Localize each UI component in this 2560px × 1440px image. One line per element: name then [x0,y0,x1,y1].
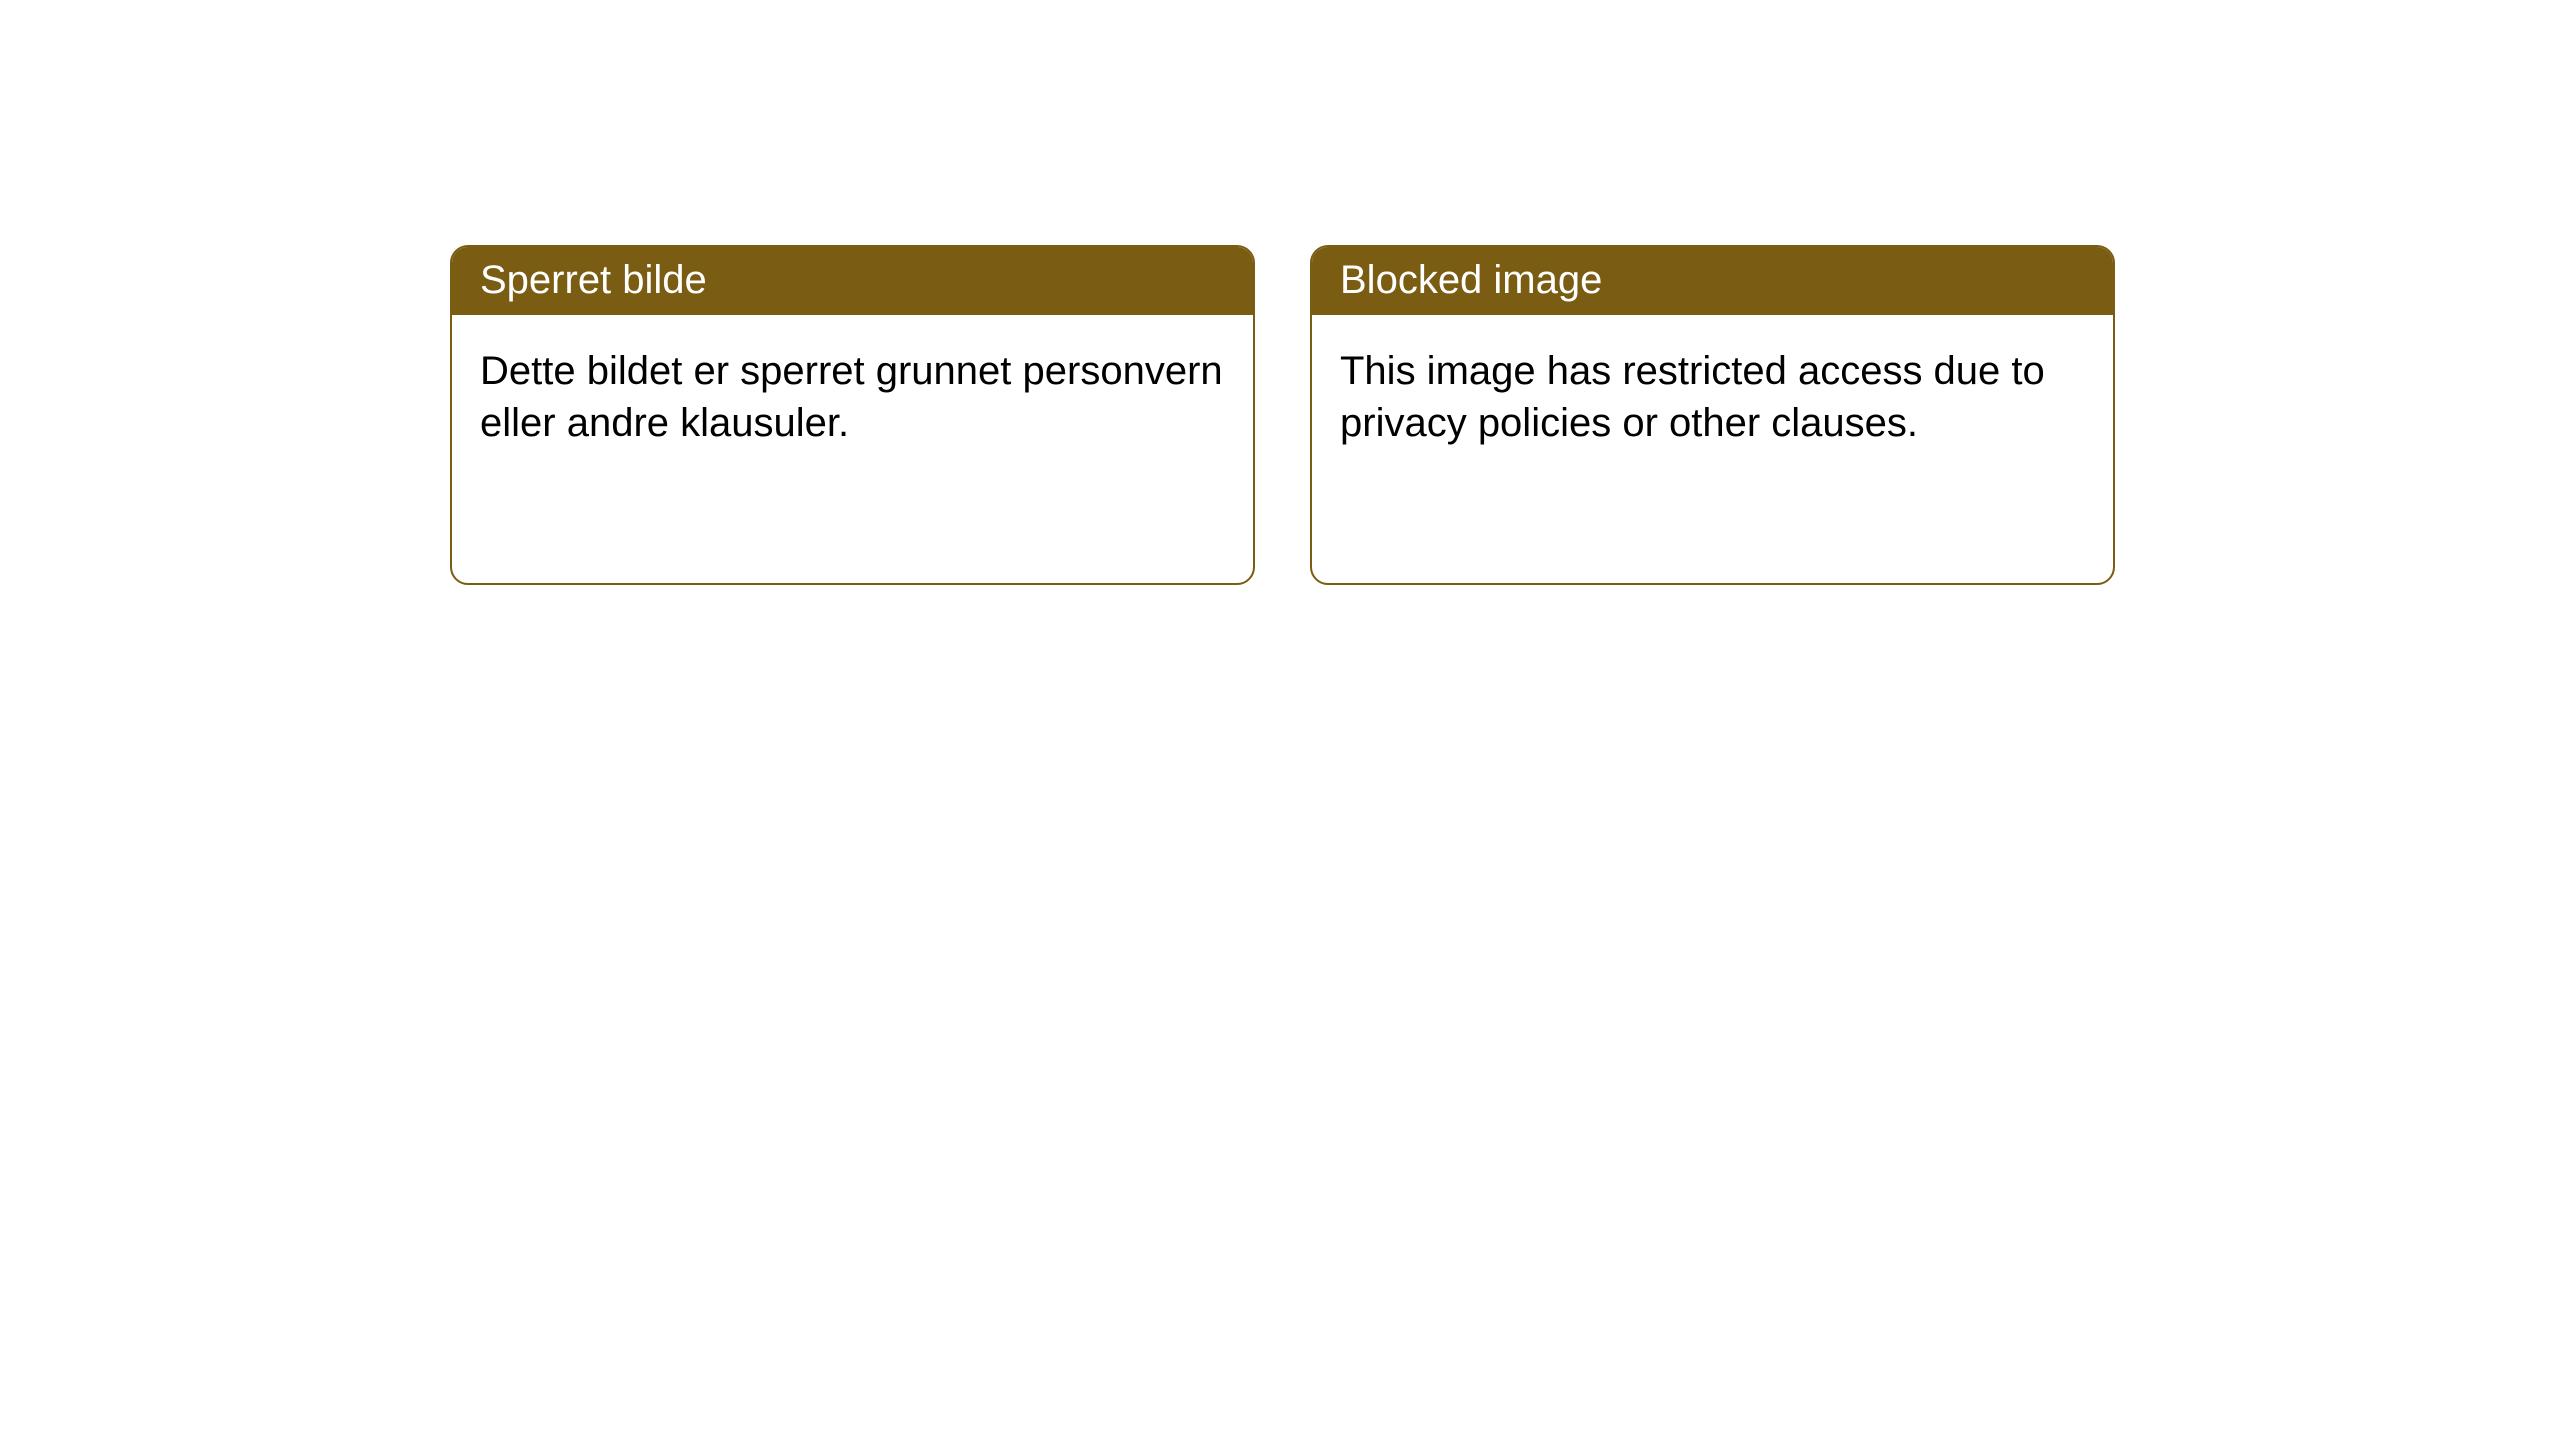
blocked-image-card-en: Blocked image This image has restricted … [1310,245,2115,585]
card-body-en: This image has restricted access due to … [1312,315,2113,473]
card-body-no: Dette bildet er sperret grunnet personve… [452,315,1253,473]
blocked-image-card-no: Sperret bilde Dette bildet er sperret gr… [450,245,1255,585]
card-title-no: Sperret bilde [452,247,1253,315]
blocked-image-cards: Sperret bilde Dette bildet er sperret gr… [450,245,2560,585]
card-title-en: Blocked image [1312,247,2113,315]
